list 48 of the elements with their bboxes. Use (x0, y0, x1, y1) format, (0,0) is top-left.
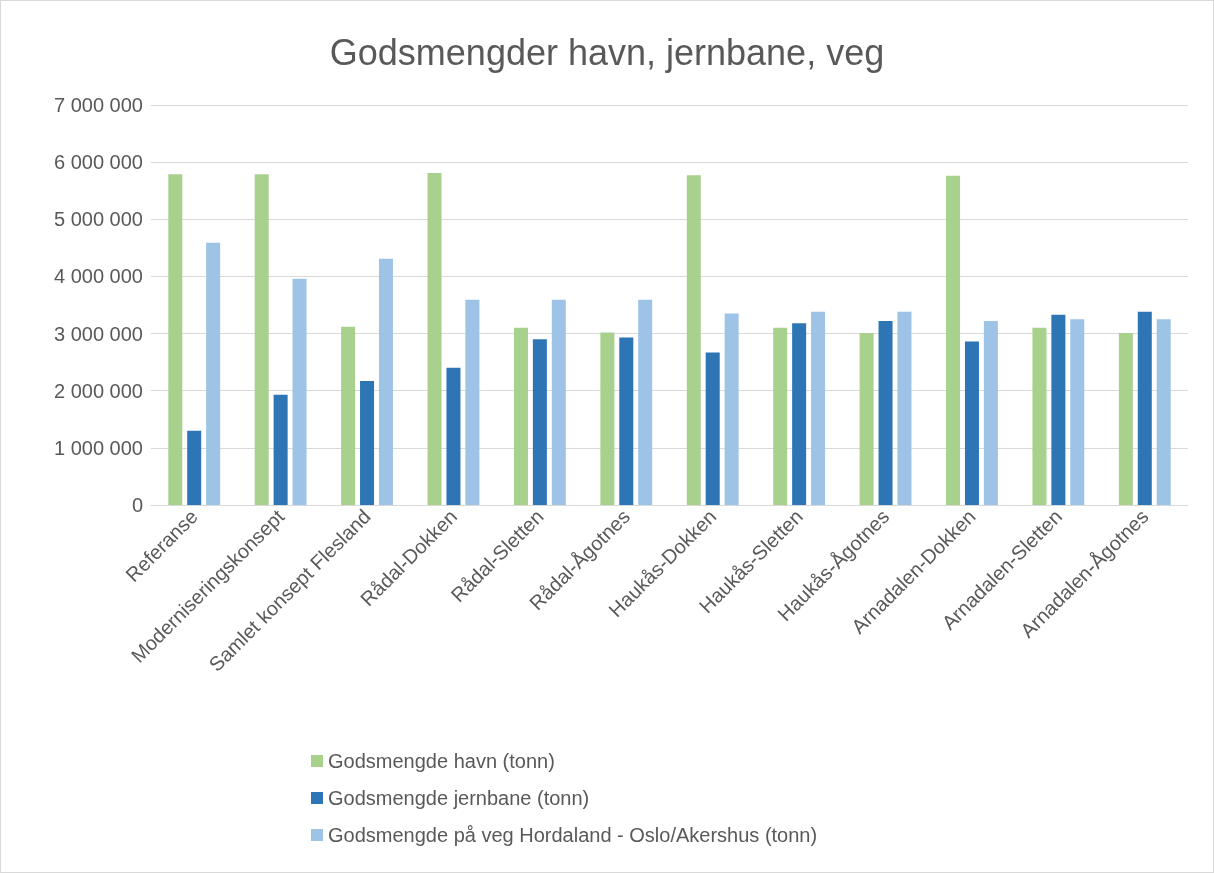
bar (1118, 333, 1133, 505)
y-tick-label: 3 000 000 (54, 322, 143, 345)
bar (773, 327, 788, 505)
bar (206, 242, 221, 505)
bar (600, 332, 615, 505)
y-tick-label: 2 000 000 (54, 379, 143, 402)
legend-label: Godsmengde havn (tonn) (328, 750, 555, 772)
bar (360, 381, 375, 505)
bar (946, 175, 961, 505)
y-tick-label: 1 000 000 (54, 436, 143, 459)
bar (465, 299, 480, 505)
bar (897, 311, 912, 505)
bar (341, 326, 356, 505)
bar (378, 258, 393, 505)
chart-title: Godsmengder havn, jernbane, veg (329, 31, 885, 73)
bar (532, 339, 547, 505)
bar (1070, 319, 1085, 505)
y-tick-label: 5 000 000 (54, 208, 143, 231)
bar (705, 352, 720, 505)
bar (427, 173, 442, 505)
bar (792, 323, 807, 505)
bar (1032, 327, 1047, 505)
legend-label: Godsmengde jernbane (tonn) (328, 787, 590, 809)
y-tick-label: 0 (131, 494, 143, 516)
bar (686, 175, 701, 505)
bar (292, 278, 307, 505)
bar (254, 174, 269, 505)
bar (1156, 319, 1171, 505)
bar (168, 174, 183, 505)
bar (859, 333, 874, 505)
legend-label: Godsmengde på veg Hordaland - Oslo/Akershus (tonn) (328, 824, 818, 846)
bar (811, 311, 826, 505)
bar (187, 430, 202, 505)
bar (638, 299, 653, 505)
bar (983, 321, 998, 505)
bar (273, 394, 288, 505)
bar (513, 327, 528, 505)
bar (964, 341, 979, 505)
bar (551, 299, 566, 505)
bar (878, 321, 893, 505)
bar (1051, 314, 1066, 505)
bar (446, 367, 461, 505)
y-tick-label: 7 000 000 (54, 94, 143, 116)
bar (724, 313, 739, 505)
bar (619, 337, 634, 505)
bar (1137, 311, 1152, 505)
y-tick-label: 4 000 000 (54, 265, 143, 288)
y-tick-label: 6 000 000 (54, 151, 143, 174)
